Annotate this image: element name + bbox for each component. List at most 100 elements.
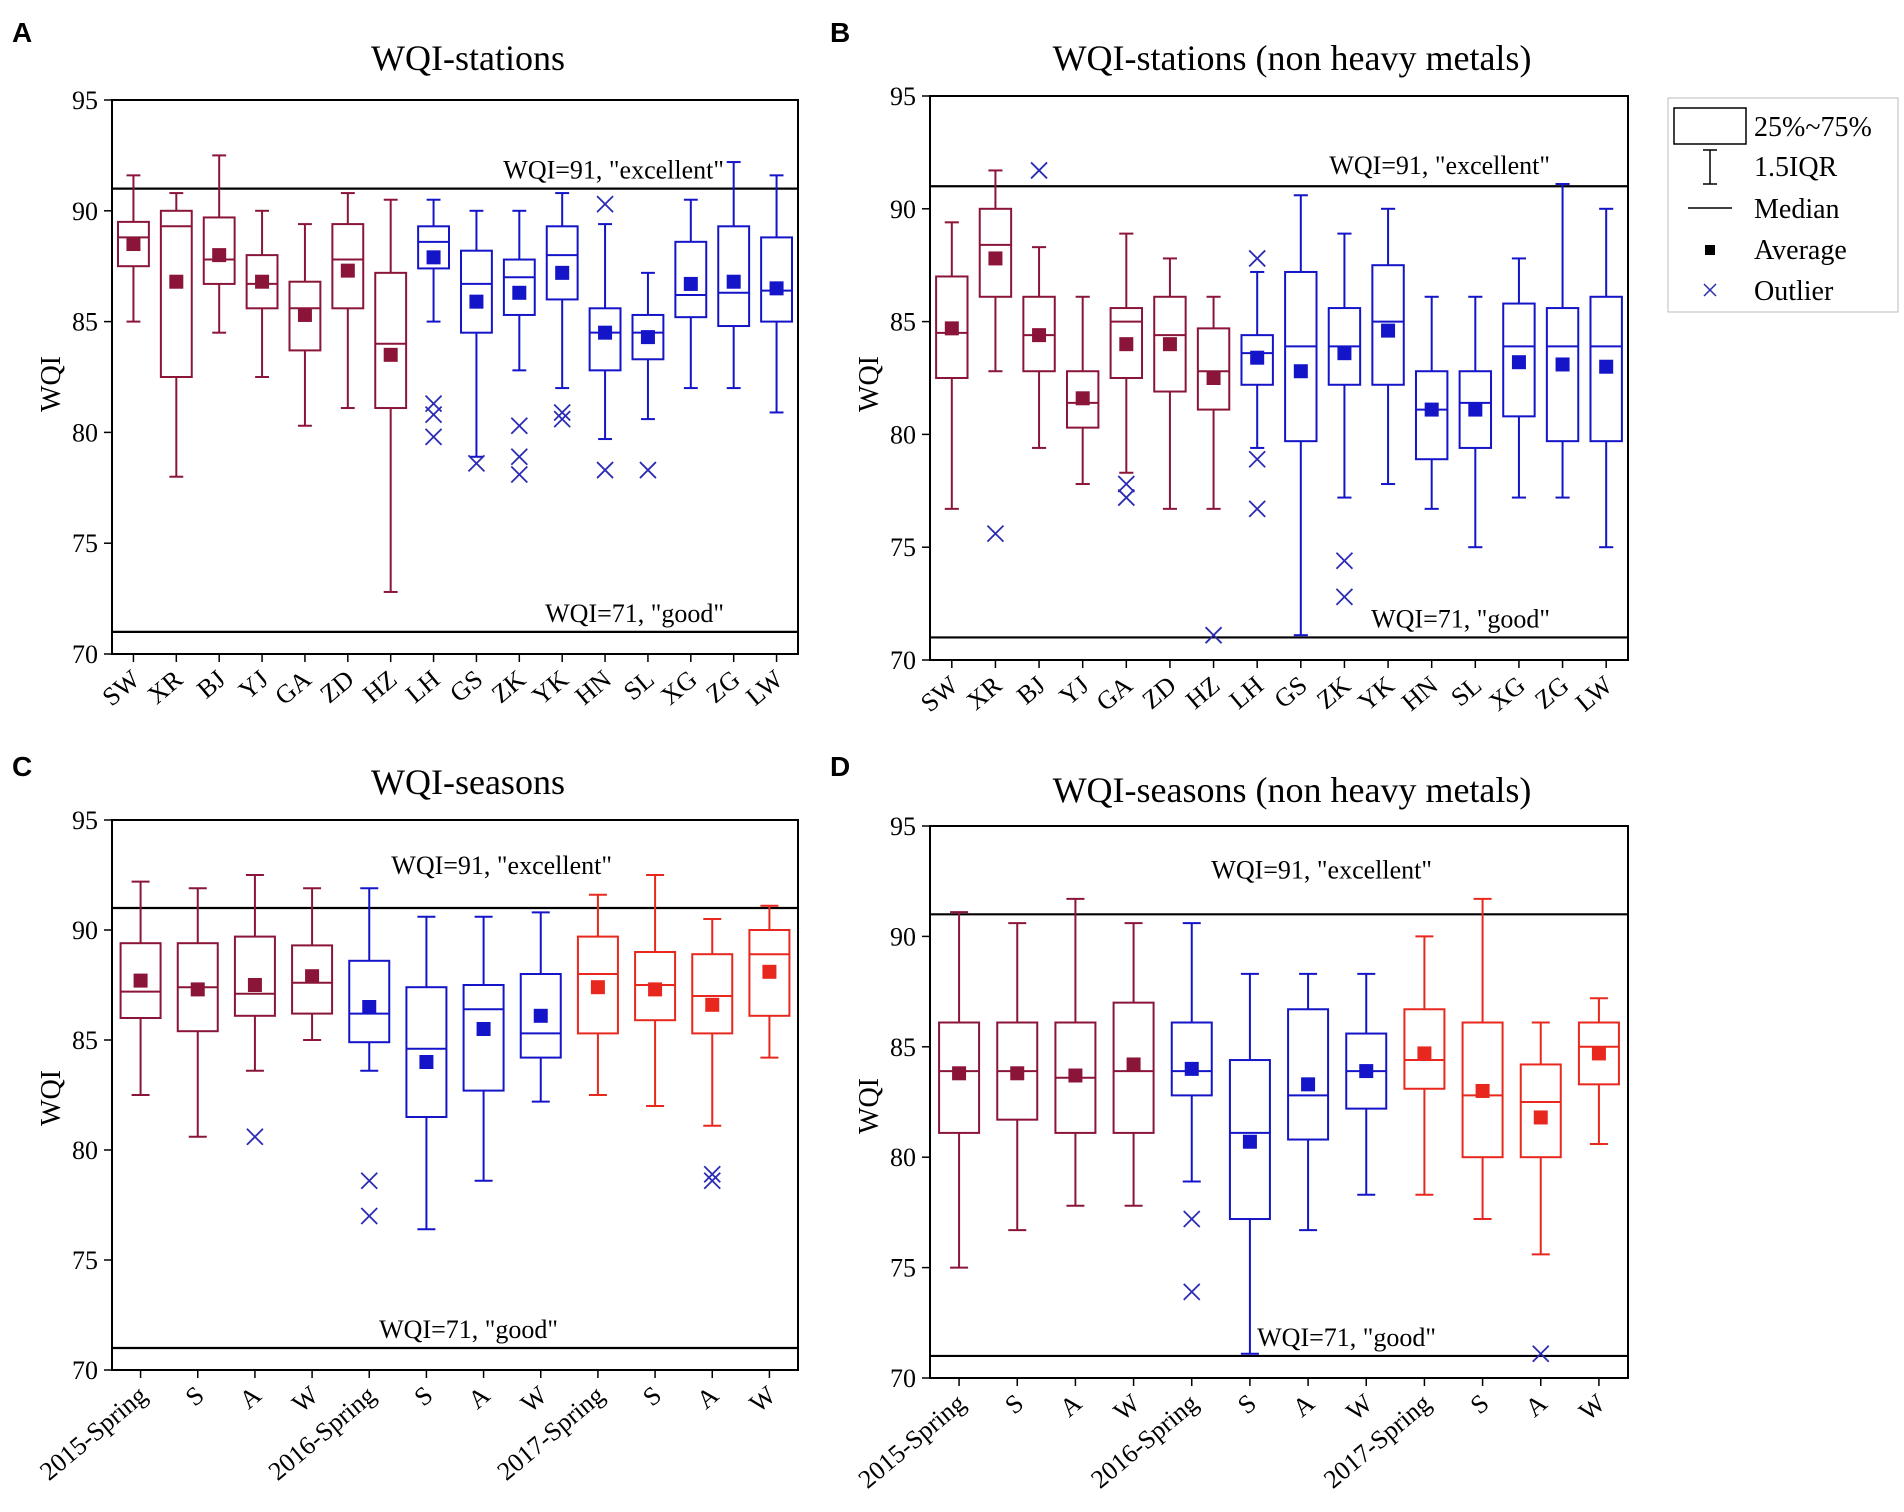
outlier-marker (553, 403, 571, 422)
outlier-marker (553, 410, 571, 428)
iqr-box (1170, 1021, 1213, 1097)
mean-marker (297, 307, 312, 322)
box-W (1577, 997, 1620, 1145)
y-tick-label: 85 (72, 1026, 98, 1055)
box-GS (1284, 194, 1318, 637)
box-W (519, 911, 562, 1103)
panel-label-a: A (12, 17, 32, 48)
iqr-box (119, 942, 162, 1020)
box-ZG (717, 161, 751, 390)
box-2017-Spring (576, 893, 619, 1096)
y-tick-label: 80 (890, 1143, 916, 1172)
y-axis-label-c: WQI (36, 1070, 67, 1126)
plot-frame (111, 819, 799, 1371)
iqr-box (1502, 302, 1536, 418)
box-A (1519, 1021, 1562, 1363)
box-XR (978, 169, 1013, 543)
y-axis-label-d: WQI (854, 1078, 885, 1134)
mean-marker (1068, 1068, 1083, 1083)
box-W (1112, 922, 1155, 1207)
iqr-box (1545, 307, 1580, 443)
plot-frame (929, 95, 1629, 661)
outlier-marker (360, 1207, 378, 1225)
box-SL (631, 271, 665, 479)
box-GA (288, 223, 322, 427)
mean-marker (705, 997, 720, 1012)
mean-marker (1184, 1061, 1199, 1076)
outlier-marker (703, 1172, 721, 1190)
box-YK (1371, 207, 1405, 486)
legend-whisker-swatch (1703, 149, 1717, 185)
box-2016-Spring (348, 887, 391, 1225)
iqr-box (374, 271, 408, 410)
y-tick-label: 90 (72, 197, 98, 226)
box-BJ (1022, 161, 1056, 449)
y-tick-label: 70 (72, 640, 98, 669)
mean-marker (512, 285, 527, 300)
reference-line-label: WQI=91, "excellent" (1329, 151, 1550, 180)
y-tick-label: 95 (72, 806, 98, 835)
mean-marker (190, 982, 205, 997)
plot-frame (929, 825, 1629, 1379)
outlier-marker (596, 195, 614, 213)
mean-marker (1206, 371, 1221, 385)
y-tick-label: 75 (890, 533, 916, 562)
mean-marker (1075, 391, 1090, 406)
box-SW (935, 221, 969, 510)
mean-marker (305, 969, 320, 984)
iqr-box (1284, 270, 1318, 443)
box-YK (545, 192, 579, 428)
mean-marker (1301, 1077, 1316, 1092)
box-ZK (1327, 232, 1362, 606)
panel-label-b: B (830, 17, 850, 48)
iqr-box (405, 986, 448, 1119)
mean-marker (1417, 1046, 1432, 1061)
mean-marker (1475, 1083, 1490, 1098)
y-tick-label: 70 (890, 1364, 916, 1393)
outlier-marker (1248, 500, 1266, 518)
plot-frame (111, 99, 799, 655)
legend-box-swatch (1673, 107, 1747, 145)
mean-marker (1591, 1046, 1606, 1061)
mean-marker (944, 321, 959, 336)
box-A (233, 874, 276, 1146)
box-YJ (1065, 295, 1100, 486)
mean-marker (1533, 1110, 1548, 1125)
outlier-marker (1183, 1283, 1201, 1301)
iqr-box (1153, 295, 1187, 393)
mean-marker (212, 248, 227, 263)
outlier-marker (1183, 1210, 1201, 1228)
box-LW (1589, 207, 1623, 549)
box-W (1345, 972, 1388, 1196)
reference-line-label: WQI=71, "good" (1371, 604, 1550, 633)
box-W (291, 887, 334, 1041)
box-GA (1109, 232, 1144, 507)
legend-average-swatch (1705, 245, 1715, 255)
y-tick-label: 70 (890, 646, 916, 675)
mean-marker (133, 973, 148, 988)
mean-marker (169, 274, 184, 289)
y-tick-label: 80 (890, 420, 916, 449)
chart-title-c: WQI-seasons (371, 762, 565, 802)
outlier-marker (1117, 475, 1135, 493)
iqr-box (760, 236, 793, 323)
legend-median-label: Median (1754, 194, 1840, 225)
iqr-box (576, 935, 619, 1035)
mean-marker (247, 978, 262, 992)
mean-marker (726, 274, 741, 289)
mean-marker (640, 330, 655, 345)
box-GS (460, 209, 493, 473)
reference-line-label: WQI=91, "excellent" (503, 156, 724, 185)
y-tick-label: 95 (72, 86, 98, 115)
mean-marker (383, 347, 398, 362)
y-tick-label: 85 (890, 308, 916, 337)
legend-frame (1667, 97, 1899, 313)
legend-outlier-label: Outlier (1754, 276, 1834, 307)
y-tick-label: 75 (72, 529, 98, 558)
panel-label-d: D (830, 751, 850, 782)
mean-marker (426, 250, 441, 265)
outlier-marker (510, 417, 528, 435)
iqr-box (545, 225, 579, 301)
mean-marker (648, 982, 663, 997)
